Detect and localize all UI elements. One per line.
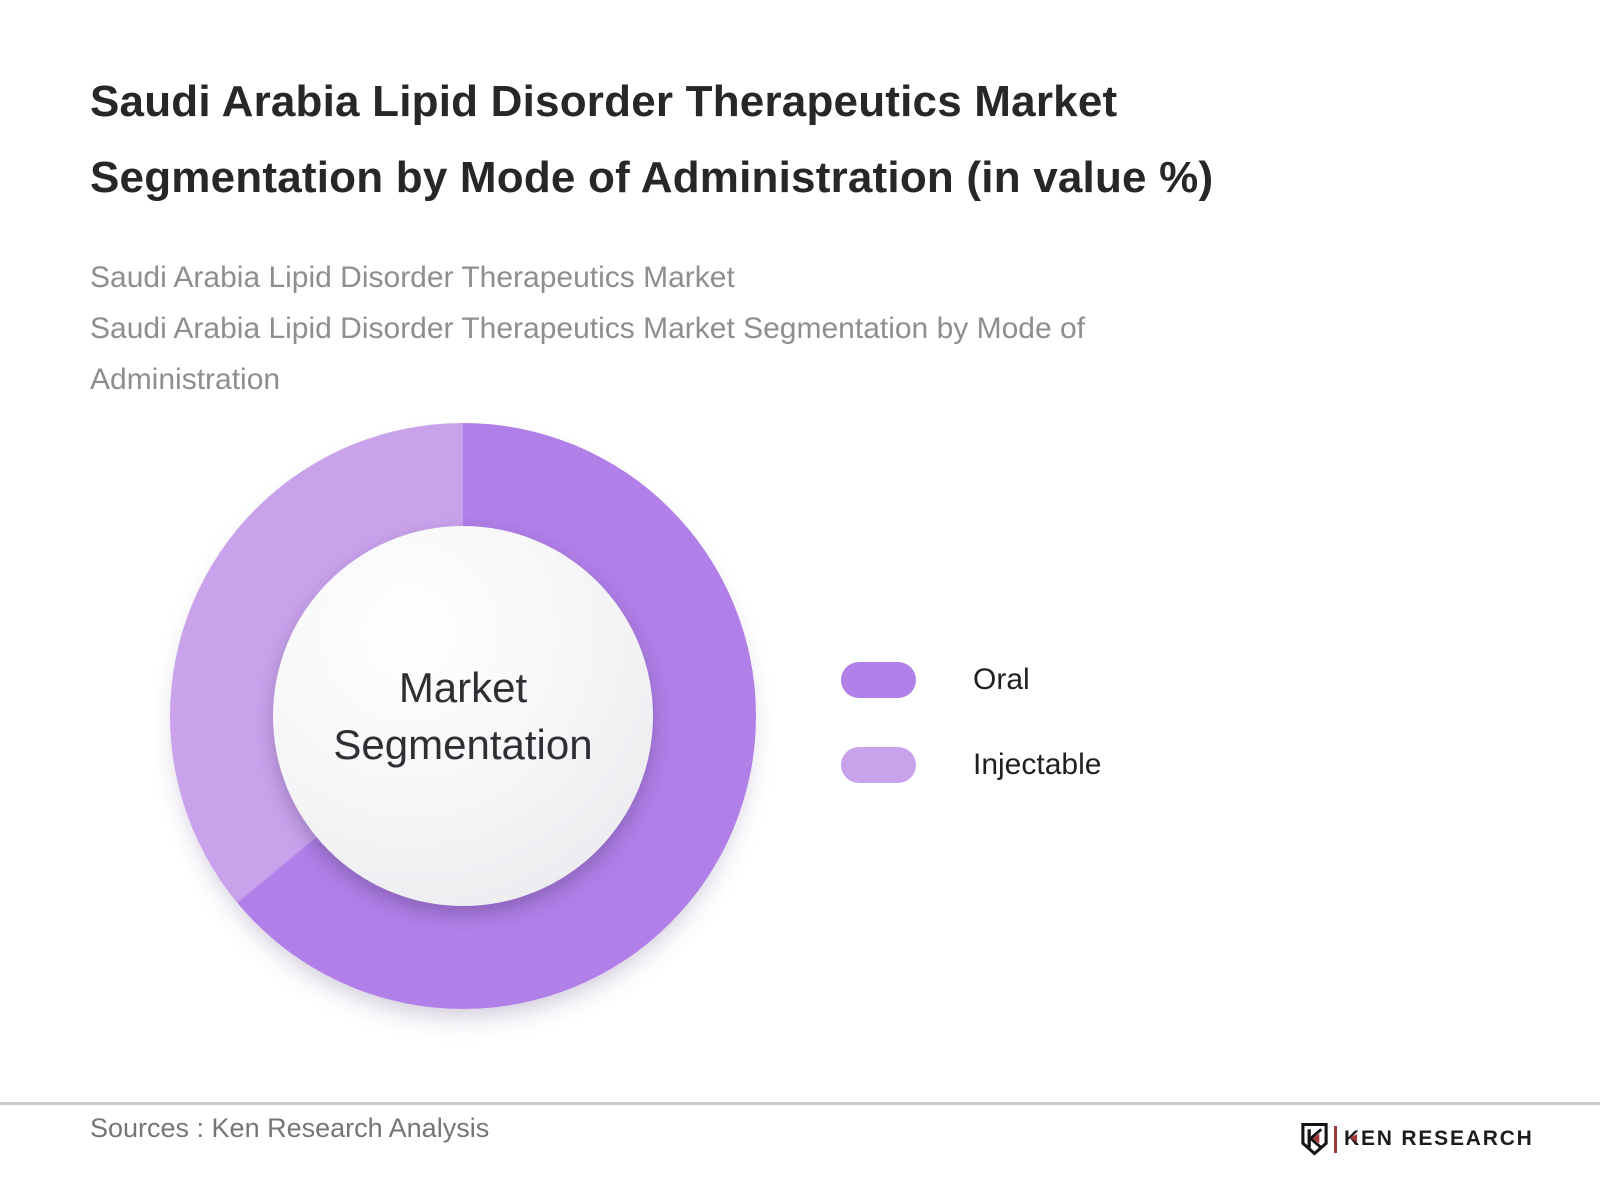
donut-center: Market Segmentation (273, 526, 653, 906)
ken-research-logo: KEN RESEARCH (1300, 1121, 1534, 1157)
donut-center-label-line-1: Market (398, 664, 528, 711)
subtitle-line-1: Saudi Arabia Lipid Disorder Therapeutics… (90, 261, 735, 294)
ken-research-shield-icon (1301, 1122, 1328, 1156)
legend-item-injectable: Injectable (841, 747, 1101, 783)
legend-swatch-injectable (841, 747, 916, 783)
sources-note: Sources : Ken Research Analysis (90, 1113, 490, 1143)
legend-label-injectable: Injectable (973, 748, 1102, 781)
donut-chart: Market Segmentation (170, 423, 756, 1009)
subtitle-line-2: Saudi Arabia Lipid Disorder Therapeutics… (90, 312, 1085, 345)
logo-separator-bar (1334, 1125, 1337, 1153)
page-title-line-1: Saudi Arabia Lipid Disorder Therapeutics… (90, 77, 1118, 126)
page-title: Saudi Arabia Lipid Disorder Therapeutics… (90, 64, 1540, 216)
logo-k-triangle-icon (1349, 1134, 1357, 1142)
logo-wordmark: KEN RESEARCH (1344, 1127, 1534, 1150)
chart-legend: Oral Injectable (841, 662, 1101, 832)
legend-item-oral: Oral (841, 662, 1101, 698)
footer-divider (0, 1102, 1600, 1105)
page-title-line-2: Segmentation by Mode of Administration (… (90, 153, 1214, 202)
legend-swatch-oral (841, 662, 916, 698)
subtitle-line-3: Administration (90, 363, 281, 396)
legend-label-oral: Oral (973, 663, 1030, 696)
donut-center-label-line-2: Segmentation (333, 721, 593, 768)
chart-subtitle: Saudi Arabia Lipid Disorder Therapeutics… (90, 252, 1490, 405)
